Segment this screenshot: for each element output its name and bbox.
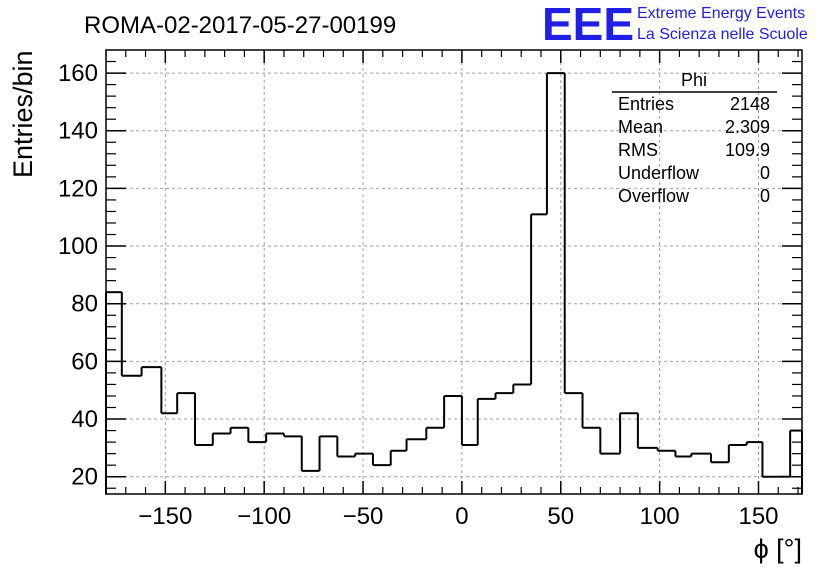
stats-row-label: Mean <box>618 117 663 137</box>
x-tick-label: 0 <box>455 503 468 530</box>
x-tick-label: −50 <box>343 503 384 530</box>
axis-ticks <box>105 50 802 494</box>
eee-logo-line1: Extreme Energy Events <box>637 5 805 22</box>
stats-row-label: RMS <box>618 140 658 160</box>
x-tick-label: −150 <box>138 503 192 530</box>
stats-row-value: 0 <box>760 186 770 206</box>
y-tick-label: 20 <box>71 464 98 491</box>
plot-frame <box>105 49 803 495</box>
y-tick-label: 160 <box>58 60 98 87</box>
y-tick-label: 40 <box>71 406 98 433</box>
y-tick-label: 100 <box>58 233 98 260</box>
y-tick-label: 120 <box>58 175 98 202</box>
eee-logo: EEE Extreme Energy Events La Scienza nel… <box>542 0 808 50</box>
stats-box: Phi Entries 2148 Mean 2.309 RMS 109.9 Underflo… <box>612 70 777 206</box>
chart-title: ROMA-02-2017-05-27-00199 <box>84 12 396 39</box>
x-tick-label: 50 <box>547 503 574 530</box>
x-tick-label: −100 <box>237 503 291 530</box>
axis-tick-labels: −150 −100 −50 0 50 100 150 20 40 60 80 100 120 140 160 <box>58 60 779 530</box>
stats-row-label: Entries <box>618 94 674 114</box>
histogram-series <box>105 72 803 494</box>
y-axis-title: Entries/bin <box>8 50 38 178</box>
x-axis-title: ϕ [°] <box>754 534 802 564</box>
stats-row-value: 109.9 <box>725 140 770 160</box>
y-tick-label: 140 <box>58 118 98 145</box>
y-tick-label: 80 <box>71 291 98 318</box>
stats-row-label: Underflow <box>618 163 700 183</box>
stats-row-label: Overflow <box>618 186 690 206</box>
y-tick-label: 60 <box>71 348 98 375</box>
stats-box-title: Phi <box>681 70 707 90</box>
eee-logo-mark: EEE <box>542 0 634 50</box>
grid-lines <box>106 50 802 494</box>
stats-box-rows: Entries 2148 Mean 2.309 RMS 109.9 Underflow 0 Ov… <box>618 94 770 206</box>
x-tick-label: 150 <box>738 503 778 530</box>
eee-logo-line2: La Scienza nelle Scuole <box>637 26 808 43</box>
stats-row-value: 2.309 <box>725 117 770 137</box>
x-tick-label: 100 <box>640 503 680 530</box>
stats-row-value: 0 <box>760 163 770 183</box>
stats-row-value: 2148 <box>730 94 770 114</box>
